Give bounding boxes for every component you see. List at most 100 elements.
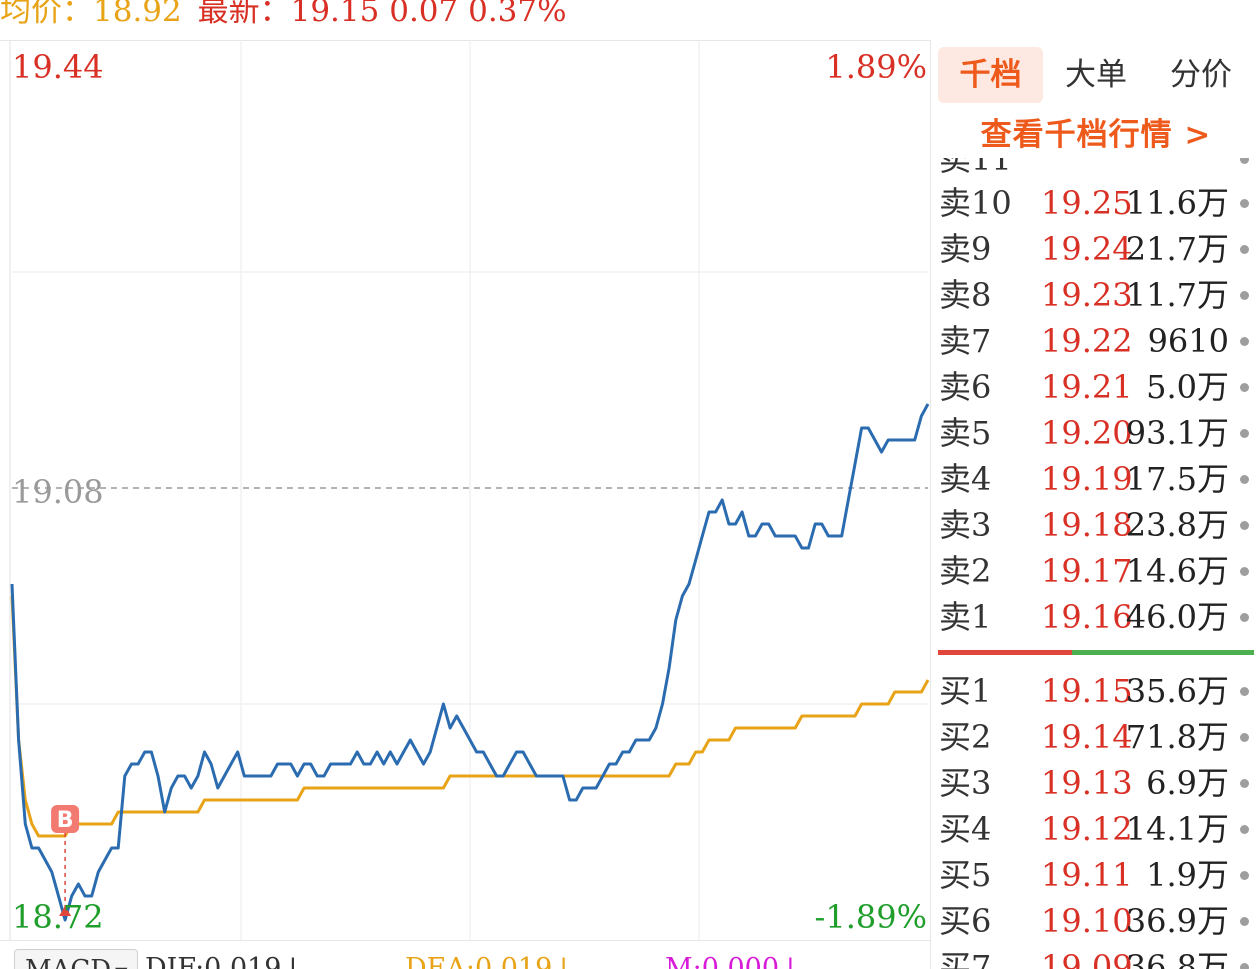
dot-icon bbox=[1240, 158, 1249, 164]
tab-price-distribution[interactable]: 分价 bbox=[1170, 57, 1232, 93]
order-price: 19.18 bbox=[1041, 506, 1133, 544]
order-price: 19.22 bbox=[1041, 322, 1133, 360]
order-volume: 23.8万 bbox=[1125, 506, 1229, 544]
buy-marker-badge bbox=[51, 805, 80, 833]
asks-row[interactable]: 卖6 19.21 5.0万 bbox=[931, 364, 1260, 410]
tab-depth[interactable]: 千档 bbox=[938, 47, 1043, 103]
order-price: 19.19 bbox=[1041, 460, 1133, 498]
order-volume: 35.6万 bbox=[1125, 672, 1229, 710]
asks-row[interactable]: 卖4 19.19 17.5万 bbox=[931, 456, 1260, 502]
order-row-partial: 卖11 bbox=[931, 158, 1260, 182]
bids-row[interactable]: 买2 19.14 71.8万 bbox=[931, 714, 1260, 760]
order-level-label: 卖6 bbox=[939, 368, 992, 406]
price-header: 均价：18.92 最新：19.15 0.07 0.37% bbox=[0, 0, 930, 32]
indicator-selector[interactable]: MACD ▼ bbox=[14, 949, 139, 969]
order-volume: 9610 bbox=[1147, 322, 1229, 360]
asks-row[interactable]: 卖2 19.17 14.6万 bbox=[931, 548, 1260, 594]
buy-marker-arrow bbox=[59, 906, 72, 916]
dot-icon bbox=[1240, 429, 1249, 438]
buy-marker-label: B bbox=[57, 808, 74, 833]
dot-icon bbox=[1240, 917, 1249, 926]
macd-dif: DIF:0.019↓ bbox=[145, 953, 305, 969]
order-price: 19.21 bbox=[1041, 368, 1133, 406]
order-level-label: 卖10 bbox=[939, 184, 1012, 222]
order-price: 19.16 bbox=[1041, 598, 1133, 636]
order-volume: 17.5万 bbox=[1125, 460, 1229, 498]
latest-price-label: 最新： bbox=[197, 0, 291, 29]
order-price: 19.25 bbox=[1041, 184, 1133, 222]
chart-frame bbox=[0, 40, 930, 941]
dot-icon bbox=[1240, 383, 1249, 392]
order-volume: 14.1万 bbox=[1125, 810, 1229, 848]
order-level-label: 买1 bbox=[939, 672, 992, 710]
indicator-selector-label: MACD bbox=[25, 955, 111, 969]
dot-icon bbox=[1240, 963, 1249, 969]
macd-dea: DEA:0.019↓ bbox=[405, 953, 575, 969]
dot-icon bbox=[1240, 567, 1249, 576]
avg-price-value: 18.92 bbox=[93, 0, 182, 29]
order-volume: 1.9万 bbox=[1146, 856, 1229, 894]
order-level-label: 卖1 bbox=[939, 598, 992, 636]
order-level-label: 卖2 bbox=[939, 552, 992, 590]
macd-m: M:0.000↓ bbox=[665, 953, 802, 969]
asks-row[interactable]: 卖10 19.25 11.6万 bbox=[931, 180, 1260, 226]
intraday-chart[interactable]: B bbox=[0, 40, 930, 940]
price-change: 0.07 bbox=[389, 0, 459, 29]
asks-row[interactable]: 卖7 19.22 9610 bbox=[931, 318, 1260, 364]
tab-big-orders[interactable]: 大单 bbox=[1065, 57, 1127, 93]
asks-row[interactable]: 卖1 19.16 46.0万 bbox=[931, 594, 1260, 640]
order-price: 19.09 bbox=[1041, 948, 1133, 969]
order-level-label: 卖11 bbox=[939, 158, 1012, 178]
order-volume: 14.6万 bbox=[1125, 552, 1229, 590]
bids-row[interactable]: 买4 19.12 14.1万 bbox=[931, 806, 1260, 852]
order-level-label: 买7 bbox=[939, 948, 992, 969]
order-volume: 11.7万 bbox=[1125, 276, 1229, 314]
order-level-label: 卖3 bbox=[939, 506, 992, 544]
latest-price-series bbox=[10, 403, 930, 922]
chart-grid bbox=[9, 40, 928, 940]
avg-price-label: 均价： bbox=[0, 0, 93, 29]
order-price: 19.13 bbox=[1041, 764, 1133, 802]
order-price: 19.10 bbox=[1041, 902, 1133, 940]
order-price: 19.12 bbox=[1041, 810, 1133, 848]
asks-row[interactable]: 卖5 19.20 93.1万 bbox=[931, 410, 1260, 456]
axis-bottom-pct: -1.89% bbox=[814, 898, 927, 936]
order-volume: 46.0万 bbox=[1125, 598, 1229, 636]
order-volume: 21.7万 bbox=[1125, 230, 1229, 268]
bids-row[interactable]: 买6 19.10 36.9万 bbox=[931, 898, 1260, 944]
bids-row[interactable]: 买3 19.13 6.9万 bbox=[931, 760, 1260, 806]
order-price: 19.17 bbox=[1041, 552, 1133, 590]
dot-icon bbox=[1240, 779, 1249, 788]
dot-icon bbox=[1240, 199, 1249, 208]
dot-icon bbox=[1240, 337, 1249, 346]
dot-icon bbox=[1240, 521, 1249, 530]
order-level-label: 买2 bbox=[939, 718, 992, 756]
dot-icon bbox=[1240, 733, 1249, 742]
bids-row[interactable]: 买7 19.09 36.8万 bbox=[931, 944, 1260, 969]
axis-bottom-price: 18.72 bbox=[12, 898, 104, 936]
order-level-label: 卖5 bbox=[939, 414, 992, 452]
asks-row[interactable]: 卖9 19.24 21.7万 bbox=[931, 226, 1260, 272]
asks-row[interactable]: 卖3 19.18 23.8万 bbox=[931, 502, 1260, 548]
order-level-label: 买3 bbox=[939, 764, 992, 802]
bids-row[interactable]: 买1 19.15 35.6万 bbox=[931, 668, 1260, 714]
order-level-label: 卖7 bbox=[939, 322, 992, 360]
view-depth-link[interactable]: 查看千档行情 > bbox=[980, 117, 1212, 153]
order-book-list[interactable]: 卖11 卖10 19.25 11.6万 卖9 19.24 21.7万 卖8 19.23 11.7… bbox=[931, 158, 1260, 969]
dot-icon bbox=[1240, 825, 1249, 834]
asks-row[interactable]: 卖8 19.23 11.7万 bbox=[931, 272, 1260, 318]
dot-icon bbox=[1240, 291, 1249, 300]
dot-icon bbox=[1240, 475, 1249, 484]
order-price: 19.11 bbox=[1041, 856, 1133, 894]
axis-top-pct: 1.89% bbox=[825, 48, 927, 86]
order-volume: 93.1万 bbox=[1125, 414, 1229, 452]
order-volume: 71.8万 bbox=[1125, 718, 1229, 756]
order-volume: 36.9万 bbox=[1125, 902, 1229, 940]
axis-top-price: 19.44 bbox=[12, 48, 104, 86]
order-volume: 5.0万 bbox=[1146, 368, 1229, 406]
dot-icon bbox=[1240, 871, 1249, 880]
dot-icon bbox=[1240, 245, 1249, 254]
price-change-pct: 0.37% bbox=[468, 0, 567, 29]
bids-row[interactable]: 买5 19.11 1.9万 bbox=[931, 852, 1260, 898]
